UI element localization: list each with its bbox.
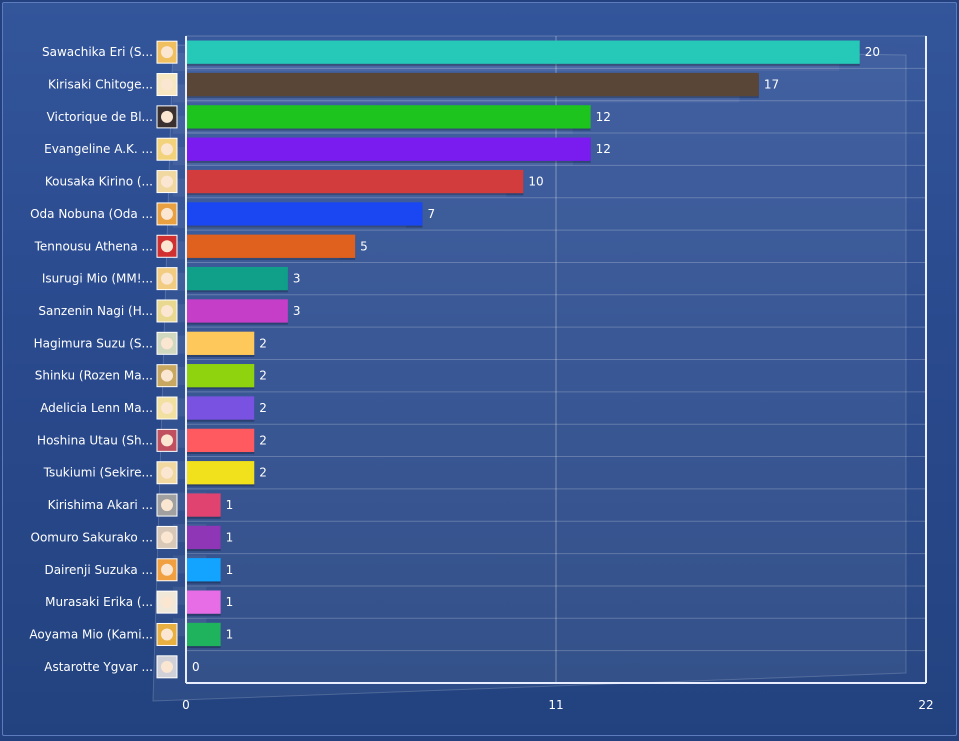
bar [187,493,221,517]
value-label: 1 [226,627,234,641]
category-label: Evangeline A.K. ... [44,142,153,156]
category-label: Astarotte Ygvar ... [44,660,153,674]
bar [187,266,288,291]
category-label: Kousaka Kirino (... [45,175,153,189]
category-label: Dairenji Suzuka ... [44,563,153,577]
bar [187,461,255,485]
avatar-face-icon [161,175,173,188]
value-label: 1 [226,595,234,609]
value-label: 2 [259,466,267,480]
avatar-face-icon [161,110,173,123]
category-label: Victorique de Bl... [47,110,153,124]
value-label: 2 [259,433,267,447]
x-tick-label: 11 [548,698,563,712]
value-label: 1 [226,563,234,577]
bar [187,202,423,226]
value-label: 3 [293,304,301,318]
bar [187,590,221,614]
avatar-face-icon [161,337,173,350]
value-label: 2 [259,369,267,383]
category-label: Oda Nobuna (Oda ... [30,207,153,221]
avatar-face-icon [161,466,173,479]
bar [187,558,221,582]
bar [187,364,255,388]
avatar-face-icon [161,402,173,415]
avatar-face-icon [161,207,173,220]
value-label: 17 [764,78,779,92]
value-label: 20 [865,45,880,59]
value-label: 1 [226,530,234,544]
avatar-face-icon [161,46,173,59]
category-label: Aoyama Mio (Kami... [29,627,153,641]
value-label: 7 [427,207,435,221]
category-label: Tsukiumi (Sekire... [43,466,153,480]
value-label: 1 [226,498,234,512]
category-label: Sanzenin Nagi (H... [38,304,153,318]
x-tick-label: 22 [918,698,933,712]
bar [187,234,356,258]
x-tick-label: 0 [182,698,190,712]
avatar-face-icon [161,499,173,512]
bar [187,299,288,323]
avatar-face-icon [161,660,173,673]
avatar-face-icon [161,596,173,609]
avatar-face-icon [161,272,173,285]
category-label: Murasaki Erika (... [45,595,153,609]
value-label: 5 [360,239,368,253]
bar [187,137,591,161]
category-label: Isurugi Mio (MM!... [42,272,153,286]
bar [187,169,524,194]
value-label: 2 [259,401,267,415]
bar [187,40,860,64]
value-label: 12 [596,110,611,124]
category-label: Hoshina Utau (Sh... [37,433,153,447]
avatar-face-icon [161,563,173,576]
avatar-face-icon [161,240,173,253]
value-label: 0 [192,660,200,674]
bar [187,428,255,453]
category-label: Sawachika Eri (S... [42,45,153,59]
avatar-face-icon [161,434,173,447]
avatar-face-icon [161,628,173,641]
value-label: 10 [528,175,543,189]
avatar-face-icon [161,143,173,156]
value-label: 12 [596,142,611,156]
avatar-face-icon [161,304,173,317]
category-label: Adelicia Lenn Ma... [40,401,153,415]
avatar-face-icon [161,78,173,91]
category-label: Kirishima Akari ... [48,498,153,512]
category-label: Tennousu Athena ... [34,239,153,253]
bar [187,525,221,550]
bar [187,622,221,647]
bar [187,105,591,129]
category-label: Shinku (Rozen Ma... [35,369,153,383]
avatar-face-icon [161,369,173,382]
bar [187,331,255,355]
avatar-face-icon [161,531,173,544]
category-label: Hagimura Suzu (S... [34,336,153,350]
value-label: 2 [259,336,267,350]
value-label: 3 [293,272,301,286]
category-label: Kirisaki Chitoge... [48,78,153,92]
bar [187,396,255,420]
bar [187,72,759,97]
category-label: Oomuro Sakurako ... [31,530,153,544]
